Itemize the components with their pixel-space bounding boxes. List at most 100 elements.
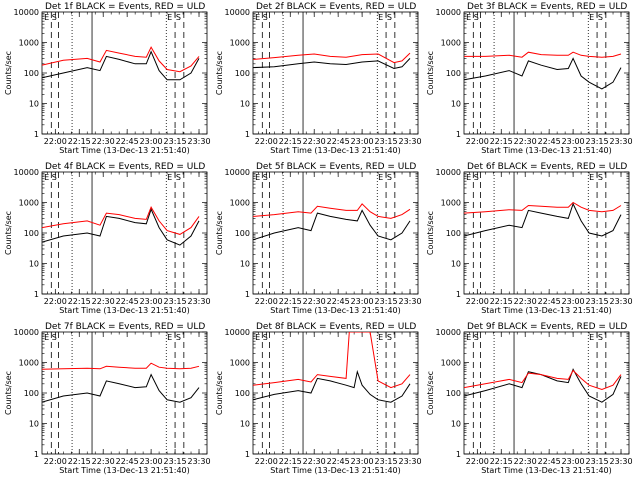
y-tick-label: 10000: [436, 328, 461, 337]
event-marker-label: S: [474, 333, 479, 342]
panel-title: Det 8f BLACK = Events, RED = ULD: [256, 322, 416, 332]
panel-title: Det 5f BLACK = Events, RED = ULD: [256, 162, 416, 172]
event-marker-label: S: [52, 13, 57, 22]
plot-frame: [41, 11, 208, 135]
x-tick-label: 23:00: [351, 137, 374, 146]
events-series-line: [464, 57, 622, 90]
event-marker-label: S: [176, 333, 181, 342]
x-tick-label: 22:15: [490, 297, 513, 306]
event-marker-label: E: [589, 13, 594, 22]
x-tick-label: 23:30: [609, 137, 632, 146]
event-marker-label: E: [378, 13, 383, 22]
panel-title: Det 4f BLACK = Events, RED = ULD: [45, 162, 205, 172]
series-group: [42, 206, 200, 246]
event-marker-label: E: [255, 173, 260, 182]
event-marker-label: E: [466, 173, 471, 182]
y-tick-label: 1: [456, 290, 461, 299]
events-series-line: [42, 207, 200, 246]
panel-det-2: Det 2f BLACK = Events, RED = ULD 1 10 100 10…: [215, 2, 422, 155]
uld-series-line: [253, 203, 411, 219]
panel-det-8: Det 8f BLACK = Events, RED = ULD 1 10 100 10…: [215, 322, 422, 475]
y-axis-label: Counts/sec: [4, 211, 13, 255]
x-tick-label: 22:45: [538, 137, 561, 146]
x-tick-label: 23:30: [187, 137, 210, 146]
y-tick-label: 1000: [441, 359, 461, 368]
x-tick-label: 22:00: [44, 137, 67, 146]
uld-series-line: [464, 369, 622, 391]
series-group: [464, 51, 622, 90]
x-tick-label: 22:30: [514, 297, 537, 306]
x-tick-label: 22:45: [116, 297, 139, 306]
x-tick-label: 23:15: [586, 297, 609, 306]
x-tick-label: 22:45: [327, 457, 350, 466]
plot-frame: [252, 11, 419, 135]
event-marker-label: E: [167, 333, 172, 342]
event-marker-label: E: [167, 173, 172, 182]
y-tick-label: 10000: [436, 8, 461, 17]
y-tick-label: 100: [24, 69, 39, 78]
y-tick-label: 1000: [230, 199, 250, 208]
x-tick-label: 22:45: [116, 137, 139, 146]
series-group: [253, 332, 411, 403]
event-marker-label: E: [589, 173, 594, 182]
event-marker-label: S: [474, 13, 479, 22]
x-tick-label: 22:30: [92, 297, 115, 306]
uld-series-line: [464, 51, 622, 58]
y-tick-label: 1: [34, 450, 39, 459]
x-tick-label: 22:45: [327, 137, 350, 146]
x-tick-label: 22:00: [44, 297, 67, 306]
event-marker-label: E: [255, 13, 260, 22]
x-tick-label: 22:00: [466, 137, 489, 146]
event-marker-label: S: [263, 333, 268, 342]
y-axis-label: Counts/sec: [4, 371, 13, 415]
x-tick-label: 23:15: [586, 137, 609, 146]
y-tick-label: 100: [235, 389, 250, 398]
x-tick-label: 22:00: [255, 137, 278, 146]
y-tick-label: 10: [451, 420, 461, 429]
event-marker-label: E: [466, 13, 471, 22]
event-marker-label: S: [598, 333, 603, 342]
y-tick-label: 100: [446, 389, 461, 398]
panel-title: Det 7f BLACK = Events, RED = ULD: [45, 322, 205, 332]
panel-title: Det 9f BLACK = Events, RED = ULD: [467, 322, 627, 332]
y-tick-label: 1000: [230, 359, 250, 368]
x-tick-label: 22:15: [490, 457, 513, 466]
y-tick-label: 1000: [19, 359, 39, 368]
x-tick-label: 23:30: [609, 457, 632, 466]
x-tick-label: 22:30: [92, 457, 115, 466]
events-series-line: [253, 209, 411, 241]
x-tick-label: 23:00: [562, 137, 585, 146]
x-tick-label: 22:45: [538, 297, 561, 306]
event-marker-label: S: [263, 13, 268, 22]
x-tick-label: 22:15: [279, 137, 302, 146]
x-tick-label: 22:45: [327, 297, 350, 306]
x-axis-label: Start Time (13-Dec-13 21:51:40): [270, 306, 401, 315]
x-tick-label: 22:00: [44, 457, 67, 466]
y-tick-label: 1: [34, 130, 39, 139]
panel-det-7: Det 7f BLACK = Events, RED = ULD 1 10 100 10…: [4, 322, 211, 475]
panel-title: Det 3f BLACK = Events, RED = ULD: [467, 2, 627, 12]
series-group: [253, 52, 411, 70]
y-tick-label: 1: [34, 290, 39, 299]
x-tick-label: 23:00: [140, 297, 163, 306]
y-tick-label: 10: [240, 100, 250, 109]
event-marker-label: S: [263, 173, 268, 182]
x-tick-label: 23:15: [586, 457, 609, 466]
x-tick-label: 23:30: [609, 297, 632, 306]
y-axis-label: Counts/sec: [215, 51, 224, 95]
y-tick-label: 1: [245, 290, 250, 299]
y-tick-label: 10: [240, 260, 250, 269]
x-axis-label: Start Time (13-Dec-13 21:51:40): [59, 146, 190, 155]
x-tick-label: 22:15: [490, 137, 513, 146]
event-marker-label: S: [598, 13, 603, 22]
x-axis-label: Start Time (13-Dec-13 21:51:40): [59, 466, 190, 475]
x-axis-label: Start Time (13-Dec-13 21:51:40): [270, 146, 401, 155]
events-series-line: [253, 58, 411, 70]
y-axis-label: Counts/sec: [426, 371, 435, 415]
x-tick-label: 23:30: [187, 457, 210, 466]
panel-det-3: Det 3f BLACK = Events, RED = ULD 1 10 100 10…: [426, 2, 633, 155]
panel-title: Det 2f BLACK = Events, RED = ULD: [256, 2, 416, 12]
x-tick-label: 22:15: [68, 297, 91, 306]
y-tick-label: 1000: [441, 199, 461, 208]
y-tick-label: 100: [446, 229, 461, 238]
